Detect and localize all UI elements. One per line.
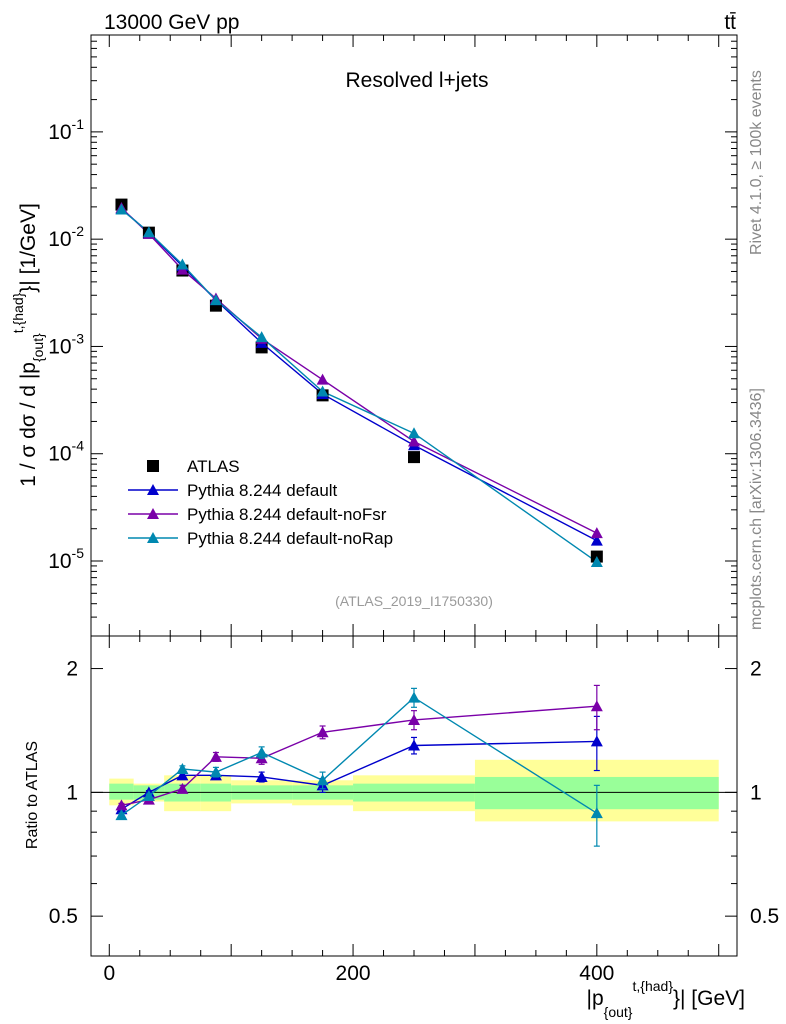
legend-label-series1: Pythia 8.244 default [187, 481, 338, 500]
legend-marker-series3 [147, 532, 159, 543]
x-tick-label: 400 [579, 962, 614, 985]
main-y-axis-title: 1 / σ dσ / d |p{out}t,{had}}| [1/GeV] [10, 203, 46, 487]
rivet-version-label: Rivet 4.1.0, ≥ 100k events [748, 70, 765, 255]
uncertainty-band-inner [109, 783, 134, 800]
main-point-series3 [209, 294, 222, 306]
process-label: tt̄ [724, 11, 736, 34]
ratio-point-series3 [115, 809, 128, 821]
main-y-tick-label: 10-4 [48, 438, 84, 466]
main-y-tick-label: 10-1 [48, 116, 84, 144]
legend-label-series0: ATLAS [187, 457, 240, 476]
main-point-series1 [590, 534, 603, 546]
legend-label-series3: Pythia 8.244 default-noRap [187, 529, 393, 548]
ratio-line-series1 [121, 740, 597, 810]
ratio-y-tick-label: 0.5 [49, 905, 78, 928]
main-point-series3 [408, 427, 420, 439]
main-point-series0 [408, 451, 420, 464]
ratio-point-series2 [115, 799, 128, 811]
ratio-point-series3 [209, 766, 222, 778]
main-y-tick-label: 10-3 [48, 330, 84, 358]
ratio-point-series1 [255, 770, 268, 782]
main-point-series2 [408, 435, 420, 447]
ratio-point-series1 [590, 735, 603, 747]
legend-marker-series2 [147, 508, 159, 519]
ratio-y-tick-label: 2 [66, 658, 78, 681]
ratio-point-series2 [176, 782, 189, 794]
main-title: Resolved l+jets [346, 69, 489, 92]
main-point-series3 [142, 226, 155, 238]
ratio-point-series2 [408, 713, 420, 725]
ratio-point-series3 [255, 746, 268, 758]
main-y-tick-label: 10-2 [48, 223, 84, 251]
ratio-line-series3 [121, 696, 598, 816]
ratio-point-series2 [316, 726, 329, 738]
main-point-series2 [590, 527, 603, 539]
ratio-y-tick-label-right: 1 [750, 781, 762, 804]
ratio-point-series3 [590, 807, 603, 819]
analysis-label: (ATLAS_2019_I1750330) [335, 593, 493, 609]
main-y-tick-label: 10-5 [48, 545, 84, 573]
main-point-series3 [176, 258, 189, 270]
energy-label: 13000 GeV pp [104, 11, 239, 34]
ratio-point-series3 [316, 774, 329, 786]
ratio-y-tick-label-right: 2 [750, 658, 762, 681]
ratio-point-series3 [408, 691, 420, 703]
main-point-series3 [590, 555, 603, 567]
main-point-series3 [316, 385, 329, 397]
ratio-y-tick-label: 1 [66, 781, 78, 804]
ratio-point-series1 [408, 739, 420, 751]
ratio-line-series2 [121, 705, 597, 807]
x-tick-label: 0 [103, 962, 115, 985]
main-point-series3 [115, 203, 128, 215]
mcplots-label: mcplots.cern.ch [arXiv:1306.3436] [748, 388, 765, 630]
x-tick-label: 200 [336, 962, 371, 985]
ratio-point-series1 [176, 769, 189, 781]
ratio-y-tick-label-right: 0.5 [750, 905, 779, 928]
ratio-point-series2 [590, 700, 603, 712]
svg-text:1 / σ dσ / d |p{out}t,{had}}|: 1 / σ dσ / d |p{out}t,{had}}| [1/GeV] [10, 203, 46, 487]
legend-marker-series1 [147, 484, 159, 495]
ratio-point-series3 [142, 789, 155, 801]
main-point-series2 [316, 373, 329, 385]
legend-marker-series0 [147, 460, 159, 472]
legend-label-series2: Pythia 8.244 default-noFsr [187, 505, 387, 524]
main-point-series3 [255, 331, 268, 343]
ratio-y-axis-title: Ratio to ATLAS [24, 741, 41, 849]
ratio-point-series3 [176, 762, 189, 774]
ratio-point-series2 [209, 750, 222, 762]
